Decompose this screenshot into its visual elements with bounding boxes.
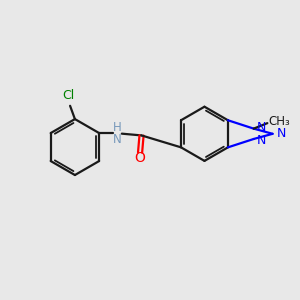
Text: Cl: Cl [62,89,75,102]
Text: CH₃: CH₃ [269,116,291,128]
Text: N: N [257,121,267,134]
Text: N: N [276,127,286,140]
Text: N: N [256,134,266,147]
Text: H
N: H N [113,121,122,146]
Text: O: O [135,151,146,165]
